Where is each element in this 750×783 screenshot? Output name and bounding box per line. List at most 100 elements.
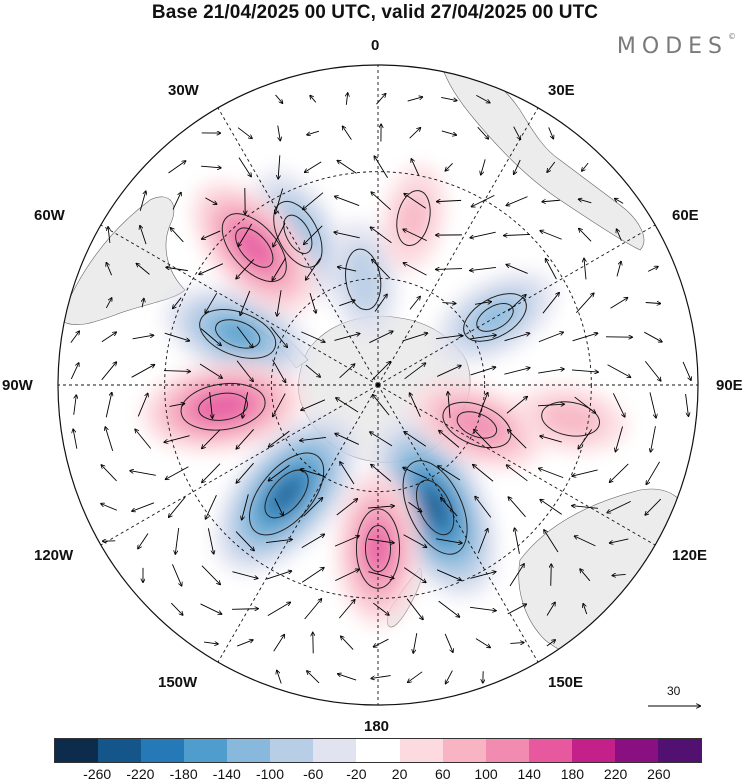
wind-vector [470, 572, 495, 579]
wind-vector [538, 332, 563, 343]
wind-vector [506, 397, 527, 414]
wind-vector [404, 432, 427, 447]
brand-name: MODES [616, 34, 728, 59]
wind-vector [504, 234, 531, 235]
wind-vector [310, 96, 317, 103]
wind-vector [108, 227, 110, 243]
wind-vector [508, 430, 527, 449]
wind-vector [166, 466, 189, 480]
lon-label-30w: 30W [168, 82, 199, 99]
wind-vector [646, 461, 660, 484]
contour-line [415, 479, 455, 536]
wind-vector [335, 434, 360, 445]
wind-vector [685, 393, 689, 416]
wind-vector [140, 226, 147, 245]
wind-vector [507, 604, 526, 615]
wind-vector [101, 332, 116, 343]
wind-vector [371, 675, 391, 679]
wind-vector [579, 229, 592, 242]
wind-vector [237, 640, 253, 647]
contour-line [248, 452, 325, 536]
colorbar-tick-label: 20 [391, 766, 408, 782]
wind-vector [403, 534, 427, 547]
wind-vector [411, 159, 420, 176]
wind-vector [273, 223, 286, 246]
wind-vector [137, 264, 150, 275]
wind-vector [307, 671, 320, 684]
wind-vector [105, 393, 111, 418]
wind-vector [410, 393, 421, 418]
wind-vector [548, 127, 554, 138]
wind-vector [164, 332, 190, 341]
colorbar-swatch [657, 739, 701, 762]
wind-vector [542, 200, 560, 202]
colorbar-swatch [571, 739, 615, 762]
wind-vector [338, 600, 354, 619]
wind-vector [374, 638, 389, 647]
colorbar-swatch [141, 739, 185, 762]
wind-vector [275, 94, 283, 103]
wind-vector [475, 638, 490, 648]
wind-vector [682, 361, 691, 380]
wind-vector [403, 229, 427, 242]
anomaly-shading [539, 400, 602, 438]
lon-label-30e: 30E [548, 82, 575, 99]
wind-vector [368, 506, 394, 509]
wind-vector [70, 331, 79, 343]
wind-vector [275, 188, 284, 214]
wind-vector [339, 300, 354, 307]
wind-vector [436, 538, 462, 543]
wind-vector [202, 230, 221, 239]
colorbar-swatch [528, 739, 572, 762]
modes-logo: MODES© [616, 32, 736, 59]
wind-vector [278, 155, 280, 178]
wind-vector [504, 368, 529, 375]
wind-vector [339, 364, 355, 379]
wind-vector [441, 130, 456, 135]
colorbar-tick-label: -100 [255, 766, 285, 782]
wind-vector [236, 259, 255, 278]
wind-vector [202, 463, 221, 483]
contour-line [221, 213, 287, 282]
wind-vector [269, 464, 290, 480]
contour-line [283, 214, 313, 254]
wind-vector [334, 334, 359, 341]
wind-vector [236, 326, 253, 348]
meridian-line [100, 384, 379, 546]
wind-vector [537, 404, 564, 406]
colorbar-swatch [227, 739, 271, 762]
anomaly-shading [274, 480, 299, 508]
wind-vector [272, 359, 286, 383]
wind-vector [403, 468, 428, 479]
wind-vector [169, 496, 186, 517]
wind-vectors [70, 93, 691, 684]
colorbar-ticks: -260 -220 -180 -140 -100 -60 -20 20 60 100 140 180 2… [0, 766, 750, 783]
wind-vector [572, 506, 598, 509]
wind-vector [584, 259, 586, 280]
colorbar-swatch [399, 739, 443, 762]
wind-vector [277, 290, 282, 316]
contour-line [396, 190, 431, 247]
wind-vector [235, 531, 254, 551]
wind-vector [544, 530, 559, 553]
wind-vector [272, 257, 287, 280]
south-america-land [59, 196, 186, 325]
colorbar-tick-label: -260 [83, 766, 112, 782]
wind-vector [441, 97, 457, 100]
wind-vector [540, 500, 562, 515]
lat-lon-grid [58, 65, 698, 705]
wind-vector [370, 432, 393, 447]
wind-vector [236, 360, 253, 382]
wind-vector [171, 228, 184, 243]
wind-vector [346, 93, 347, 105]
wind-vector [201, 565, 220, 585]
wind-vector [477, 529, 487, 554]
wind-vector [242, 392, 249, 417]
wind-vector [309, 293, 316, 313]
wind-vector [209, 392, 213, 418]
wind-vector [610, 298, 628, 309]
wind-vector [266, 539, 292, 544]
wind-vector [130, 471, 156, 476]
colorbar [54, 738, 702, 763]
wind-vector [101, 465, 117, 482]
